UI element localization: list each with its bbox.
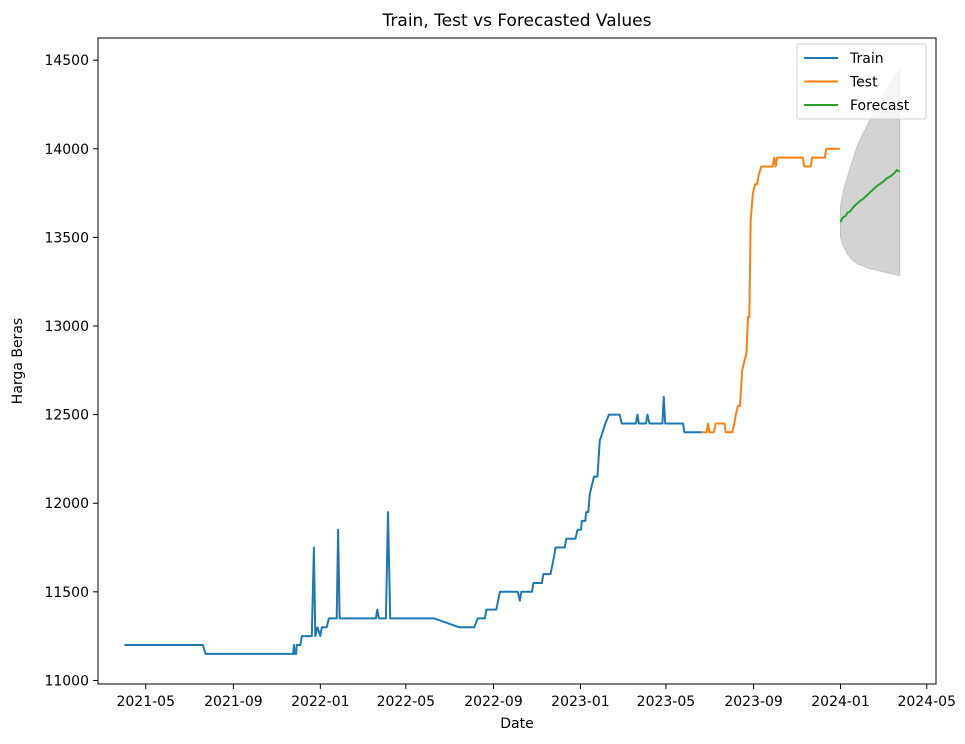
y-axis-label: Harga Beras	[10, 318, 26, 404]
x-tick-label: 2021-09	[204, 694, 263, 710]
y-tick-label: 11000	[44, 673, 89, 689]
x-axis: 2021-05 2021-09 2022-01 2022-05 2022-09 2023-…	[116, 684, 956, 710]
y-tick-label: 11500	[44, 585, 89, 601]
series-line-test	[701, 147, 840, 434]
legend-label-forecast: Forecast	[850, 98, 910, 114]
y-tick-label: 12500	[44, 408, 89, 424]
x-tick-label: 2022-05	[377, 694, 436, 710]
y-tick-label: 13500	[44, 230, 89, 246]
series-line-train	[124, 395, 702, 655]
x-tick-label: 2023-05	[637, 694, 696, 710]
series-layer	[124, 147, 901, 655]
legend-label-train: Train	[849, 51, 884, 67]
x-tick-label: 2023-01	[551, 694, 610, 710]
y-tick-label: 14000	[44, 142, 89, 158]
plot-area	[97, 37, 937, 685]
y-tick-label: 12000	[44, 496, 89, 512]
x-tick-label: 2024-01	[811, 694, 870, 710]
legend-label-test: Test	[849, 75, 878, 91]
legend: Train Test Forecast	[796, 43, 927, 120]
y-tick-label: 13000	[44, 319, 89, 335]
legend-box	[796, 43, 927, 120]
x-axis-label: Date	[500, 716, 533, 732]
series-line-forecast	[839, 169, 901, 223]
y-tick-label: 14500	[44, 53, 89, 69]
x-tick-label: 2024-05	[897, 694, 956, 710]
forecast-confidence-band	[840, 67, 901, 277]
x-tick-label: 2021-05	[116, 694, 175, 710]
chart-title: Train, Test vs Forecasted Values	[382, 11, 652, 31]
forecast-interval-layer	[840, 67, 901, 277]
y-axis: 11000 11500 12000 12500 13000 13500 14000 14500	[44, 53, 98, 689]
x-tick-label: 2022-09	[464, 694, 523, 710]
x-tick-label: 2022-01	[291, 694, 350, 710]
x-tick-label: 2023-09	[724, 694, 783, 710]
